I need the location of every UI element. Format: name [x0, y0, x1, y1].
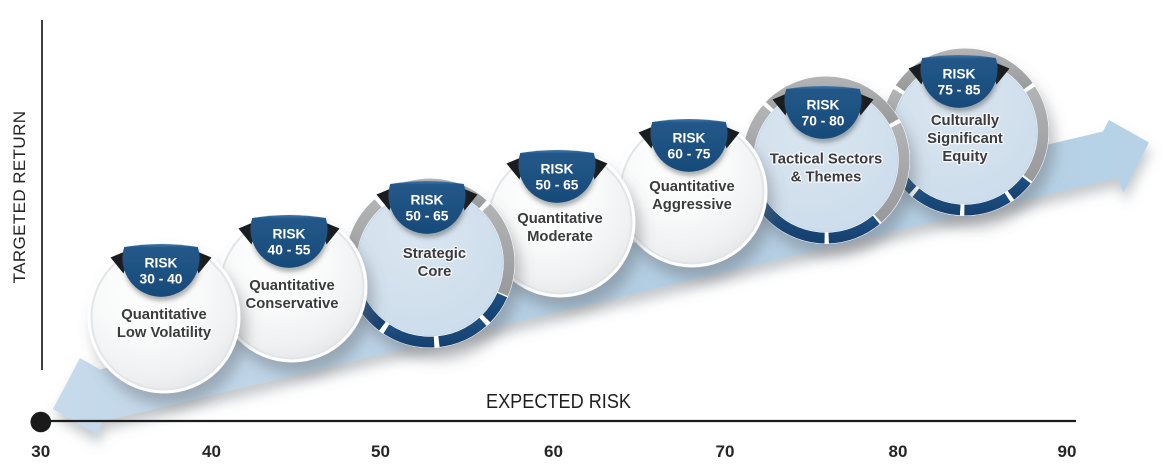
svg-text:RISK: RISK — [273, 226, 306, 241]
svg-text:75 - 85: 75 - 85 — [938, 83, 981, 98]
svg-text:80: 80 — [889, 442, 908, 461]
svg-text:RISK: RISK — [411, 192, 444, 207]
svg-text:RISK: RISK — [145, 255, 178, 270]
svg-text:60 - 75: 60 - 75 — [668, 147, 711, 162]
svg-text:30 - 40: 30 - 40 — [140, 272, 183, 287]
svg-text:EXPECTED RISK: EXPECTED RISK — [486, 390, 631, 413]
svg-text:Strategic: Strategic — [403, 246, 466, 262]
svg-text:TARGETED RETURN: TARGETED RETURN — [10, 111, 29, 284]
svg-text:Quantitative: Quantitative — [649, 179, 735, 195]
svg-text:Aggressive: Aggressive — [652, 197, 732, 213]
svg-text:& Themes: & Themes — [791, 170, 862, 186]
svg-text:60: 60 — [544, 442, 563, 461]
svg-text:70 - 80: 70 - 80 — [802, 114, 845, 129]
svg-text:50 - 65: 50 - 65 — [406, 209, 449, 224]
svg-text:Equity: Equity — [942, 149, 988, 165]
svg-text:90: 90 — [1058, 442, 1077, 461]
svg-text:30: 30 — [31, 442, 50, 461]
svg-text:Culturally: Culturally — [931, 113, 1000, 129]
svg-text:Significant: Significant — [927, 131, 1003, 147]
svg-text:RISK: RISK — [673, 130, 706, 145]
svg-text:RISK: RISK — [943, 66, 976, 81]
svg-text:Conservative: Conservative — [246, 296, 339, 312]
svg-text:Tactical Sectors: Tactical Sectors — [770, 152, 882, 168]
svg-text:Core: Core — [418, 264, 452, 280]
svg-text:50 - 65: 50 - 65 — [536, 178, 579, 193]
svg-text:Quantitative: Quantitative — [249, 278, 335, 294]
svg-text:Moderate: Moderate — [527, 229, 593, 245]
svg-text:RISK: RISK — [807, 97, 840, 112]
svg-text:Quantitative: Quantitative — [121, 307, 207, 323]
svg-text:Low Volatility: Low Volatility — [117, 325, 212, 341]
svg-text:40: 40 — [202, 442, 221, 461]
svg-text:RISK: RISK — [541, 161, 574, 176]
svg-text:70: 70 — [716, 442, 735, 461]
svg-text:50: 50 — [371, 442, 390, 461]
svg-text:Quantitative: Quantitative — [517, 211, 603, 227]
svg-text:40 - 55: 40 - 55 — [268, 243, 311, 258]
